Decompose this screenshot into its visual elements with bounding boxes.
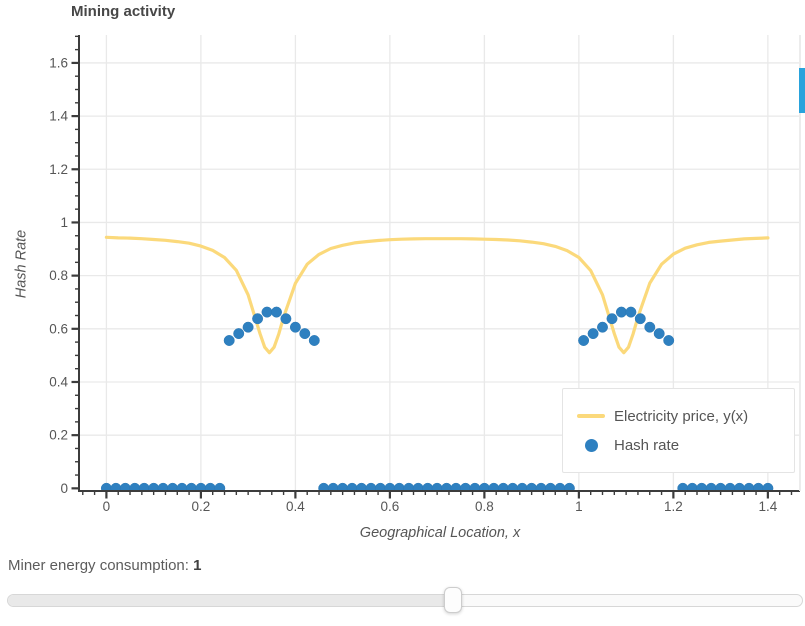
slider-label-text: Miner energy consumption: <box>8 557 194 574</box>
energy-slider-thumb[interactable] <box>443 587 462 613</box>
svg-text:1.2: 1.2 <box>49 162 68 177</box>
svg-text:1: 1 <box>60 215 68 230</box>
legend: Electricity price, y(x) Hash rate <box>562 388 795 473</box>
svg-text:0.8: 0.8 <box>49 268 68 283</box>
svg-text:0.2: 0.2 <box>49 428 68 443</box>
chart-title: Mining activity <box>71 3 176 20</box>
gridlines <box>79 35 799 491</box>
tick-labels: 0 0.2 0.4 0.6 0.8 1 1.2 1.4 0 0.2 0.4 0.6 0.8 1 1.2 1.4… <box>49 55 778 514</box>
energy-slider-track[interactable] <box>7 594 803 607</box>
svg-text:0: 0 <box>60 481 68 496</box>
svg-text:0.6: 0.6 <box>380 499 399 514</box>
energy-slider-fill <box>8 595 454 606</box>
svg-text:0: 0 <box>103 499 111 514</box>
slider-value: 1 <box>193 557 202 574</box>
svg-text:1: 1 <box>575 499 583 514</box>
dot-swatch-icon <box>585 438 598 452</box>
svg-text:1.6: 1.6 <box>49 55 68 70</box>
x-axis-label: Geographical Location, x <box>359 525 521 541</box>
scrollbar-track[interactable] <box>799 35 801 491</box>
slider-label: Miner energy consumption: 1 <box>8 557 201 574</box>
svg-text:0.6: 0.6 <box>49 321 68 336</box>
electricity-price-line <box>104 235 770 355</box>
y-axis-label: Hash Rate <box>13 229 30 299</box>
chart-canvas: 0 0.2 0.4 0.6 0.8 1 1.2 1.4 0 0.2 0.4 0.6 0.8 1 1.2 1.4… <box>49 35 800 514</box>
legend-entry-hash-rate: Hash rate <box>577 435 794 455</box>
line-swatch-icon <box>577 414 605 418</box>
svg-text:0.2: 0.2 <box>192 499 211 514</box>
legend-entry-electricity-price: Electricity price, y(x) <box>577 406 794 426</box>
svg-text:1.4: 1.4 <box>49 109 68 124</box>
axes <box>71 35 800 499</box>
legend-label: Electricity price, y(x) <box>614 407 749 425</box>
svg-text:1.2: 1.2 <box>664 499 683 514</box>
svg-text:1.4: 1.4 <box>758 499 777 514</box>
svg-text:0.4: 0.4 <box>49 374 68 389</box>
hash-rate-dots <box>100 306 774 491</box>
legend-label: Hash rate <box>614 436 680 454</box>
scrollbar-thumb[interactable] <box>799 68 805 113</box>
svg-text:0.8: 0.8 <box>475 499 494 514</box>
svg-text:0.4: 0.4 <box>286 499 305 514</box>
